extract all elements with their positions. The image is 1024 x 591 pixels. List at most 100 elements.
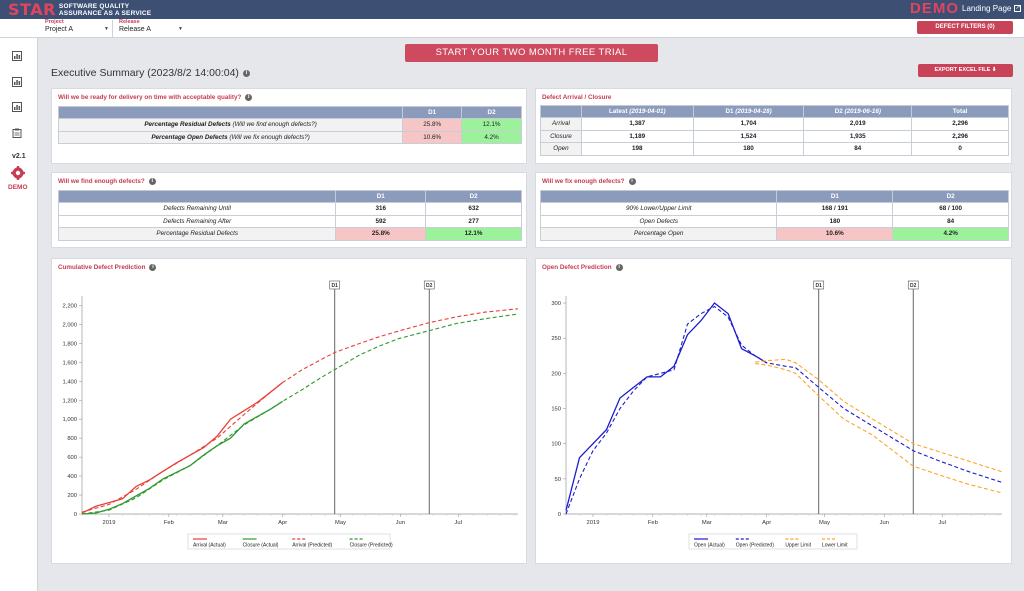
info-icon[interactable]: i: [628, 178, 636, 185]
legend-label[interactable]: Closure (Predicted): [350, 543, 393, 549]
legend-label[interactable]: Arrival (Predicted): [292, 543, 332, 549]
fix-title: Will we fix enough defects? i: [542, 178, 636, 185]
table-cell: 180: [692, 142, 805, 156]
header-latest-date: (2019-04-01): [629, 108, 666, 115]
table-header: D1: [776, 190, 894, 203]
project-select[interactable]: Project Project A ▼: [45, 19, 109, 34]
cumulative-chart-card: Cumulative Defect Prediction i 0 200 400 60…: [51, 258, 527, 564]
y-tick-label: 200: [67, 493, 77, 499]
free-trial-banner[interactable]: START YOUR TWO MONTH FREE TRIAL: [405, 44, 658, 62]
series-line-upper-limit: [755, 358, 1003, 473]
export-excel-label: EXPORT EXCEL FILE: [934, 67, 991, 73]
table-cell-label: Percentage Open Defects (Will we fix eno…: [57, 130, 404, 144]
find-title-text: Will we find enough defects?: [58, 178, 145, 185]
deadline-marker-box: [329, 280, 341, 290]
bar-chart-icon[interactable]: [12, 51, 22, 61]
fix-title-text: Will we fix enough defects?: [542, 178, 625, 185]
table-header: D2: [461, 106, 522, 119]
legend-label[interactable]: Lower Limit: [822, 543, 848, 549]
legend-label[interactable]: Arrival (Actual): [193, 543, 226, 549]
info-icon[interactable]: i: [149, 264, 157, 271]
legend-box: [187, 533, 391, 550]
ready-card: Will we be ready for delivery on time wi…: [51, 88, 527, 164]
x-tick-label: Jul: [454, 520, 461, 526]
deadline-marker-label: D2: [426, 283, 433, 289]
x-tick-label: 2019: [103, 520, 116, 526]
y-tick-label: 300: [551, 301, 561, 307]
table-cell-label: 90% Lower/Upper Limit: [539, 202, 778, 216]
table-header: Latest (2019-04-01): [580, 105, 694, 118]
legend-label[interactable]: Closure (Actual): [243, 543, 279, 549]
download-icon: ⬇: [991, 67, 997, 73]
defect-filters-button[interactable]: DEFECT FILTERS (0): [917, 21, 1013, 34]
x-tick-label: Apr: [278, 520, 287, 526]
x-tick-label: Mar: [702, 520, 712, 526]
table-header-row: Latest (2019-04-01) D1 (2019-04-28) D2 (…: [540, 105, 1009, 118]
y-tick-label: 200: [551, 371, 561, 377]
table-cell: 4.2%: [461, 130, 522, 144]
y-tick-label: 2,200: [62, 303, 77, 309]
bar-chart-icon[interactable]: [12, 77, 22, 87]
page-title-text: Executive Summary (2023/8/2 14:00:04): [51, 67, 239, 79]
table-header: D1: [402, 106, 463, 119]
table-cell: 25.8%: [402, 118, 463, 132]
table-row: Closure 1,189 1,524 1,935 2,296: [540, 129, 1009, 143]
deadline-marker-label: D1: [332, 283, 339, 289]
info-icon[interactable]: i: [242, 69, 250, 77]
divider: [112, 20, 113, 37]
info-icon[interactable]: i: [615, 264, 623, 271]
table-cell-label: Closure: [540, 129, 582, 143]
row-label: Percentage Residual Defects: [144, 121, 231, 129]
release-select[interactable]: Release Release A ▼: [119, 19, 183, 34]
open-chart-title: Open Defect Prediction i: [542, 264, 623, 271]
legend-label[interactable]: Open (Predicted): [736, 543, 774, 549]
row-question: (Will we find enough defects?): [232, 121, 317, 129]
info-icon[interactable]: i: [148, 178, 156, 185]
table-header-row: D1 D2: [539, 190, 1009, 203]
arrival-title: Defect Arrival / Closure: [542, 94, 612, 101]
table-cell-label: Arrival: [540, 117, 582, 131]
open-chart: 0 50 100 150 200 250 300 2019 Feb Mar Apr May Jun Jul…: [551, 280, 1003, 550]
logo-main: STAR: [8, 0, 56, 19]
series-line-arrival-predicted: [81, 308, 519, 513]
table-header: D2: [892, 190, 1009, 203]
x-tick-label: May: [335, 520, 346, 526]
info-icon[interactable]: i: [245, 94, 253, 101]
ready-table: D1 D2 Percentage Residual Defects (Will …: [57, 106, 522, 144]
table-header: Total: [911, 105, 1009, 118]
arrival-card: Defect Arrival / Closure Latest (2019-04…: [535, 88, 1012, 164]
deadline-marker-box: [907, 280, 919, 290]
chart-title-text: Cumulative Defect Prediction: [58, 264, 146, 271]
export-excel-button[interactable]: EXPORT EXCEL FILE ⬇: [918, 64, 1013, 77]
table-row: Open Defects 180 84: [539, 214, 1009, 228]
table-cell-label: Open: [540, 142, 582, 156]
deadline-marker-label: D1: [816, 283, 823, 289]
find-title: Will we find enough defects? i: [58, 178, 156, 185]
table-cell: 84: [892, 214, 1009, 228]
table-row: Arrival 1,387 1,704 2,019 2,296: [540, 117, 1009, 131]
x-tick-label: May: [819, 520, 830, 526]
y-tick-label: 2,000: [62, 322, 77, 328]
table-cell-label: Defects Remaining Until: [57, 202, 337, 216]
bar-chart-icon[interactable]: [12, 102, 22, 112]
table-cell: 2,296: [911, 129, 1009, 143]
legend-label[interactable]: Upper Limit: [785, 543, 811, 549]
x-tick-label: Jul: [938, 520, 945, 526]
clipboard-icon[interactable]: [12, 128, 22, 138]
table-cell: 84: [803, 142, 913, 156]
app-logo[interactable]: STAR SOFTWARE QUALITY ASSURANCE AS A SER…: [8, 1, 151, 18]
legend-label[interactable]: Open (Actual): [694, 543, 725, 549]
table-header: D2: [425, 190, 522, 203]
table-cell: 632: [425, 202, 522, 216]
table-cell: 316: [335, 202, 427, 216]
table-header-row: D1 D2: [57, 190, 522, 203]
table-header: D1 (2019-04-28): [692, 105, 805, 118]
table-cell: 198: [580, 142, 694, 156]
series-line-closure-actual: [81, 400, 283, 515]
table-cell: 277: [425, 214, 522, 228]
demo-gear-icon[interactable]: [11, 166, 25, 180]
y-tick-label: 1,000: [62, 417, 77, 423]
ready-title-text: Will we be ready for delivery on time wi…: [58, 94, 242, 101]
landing-page-link[interactable]: Landing Page ↗: [962, 4, 1022, 13]
series-line-arrival-actual: [81, 381, 284, 514]
